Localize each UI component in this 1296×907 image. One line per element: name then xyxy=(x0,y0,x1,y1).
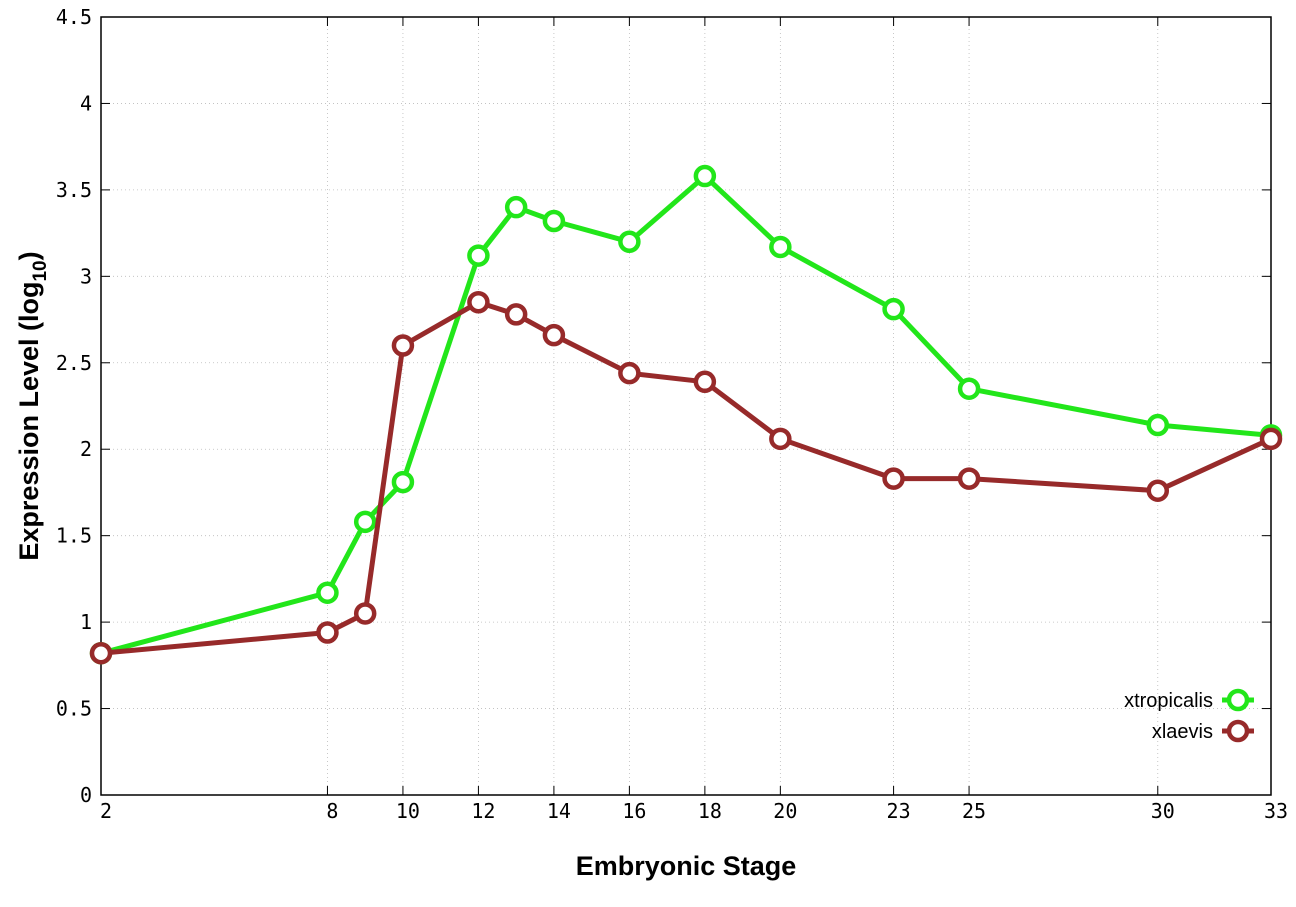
y-tick-label: 2.5 xyxy=(56,351,92,375)
data-point xyxy=(391,470,415,494)
data-point xyxy=(467,244,490,267)
y-tick-label: 4 xyxy=(80,91,92,115)
data-point xyxy=(1146,479,1170,502)
y-axis-title-close: ) xyxy=(14,251,44,260)
x-tick-label: 23 xyxy=(887,799,911,823)
x-tick-label: 20 xyxy=(773,799,797,823)
series-line xyxy=(100,173,1272,656)
y-tick-label: 1 xyxy=(80,610,92,634)
data-point xyxy=(542,209,566,233)
y-tick-label: 0 xyxy=(80,783,92,807)
data-point xyxy=(504,195,528,219)
y-tick-label: 1.5 xyxy=(56,524,92,548)
series-lines xyxy=(89,164,1283,665)
data-point xyxy=(504,303,528,326)
x-tick-label: 30 xyxy=(1151,799,1175,823)
data-point xyxy=(316,621,339,644)
data-point xyxy=(882,467,905,490)
data-point xyxy=(353,602,377,625)
legend-label: xlaevis xyxy=(1152,721,1213,743)
legend: xtropicalis xlaevis xyxy=(1124,688,1254,743)
legend-swatch-marker xyxy=(1226,688,1250,712)
y-axis-title-subscript: 10 xyxy=(30,260,51,281)
data-point xyxy=(769,427,792,451)
plot-frame xyxy=(100,16,1272,796)
x-tick-label: 33 xyxy=(1264,799,1288,823)
legend-swatch-marker xyxy=(1226,719,1250,743)
data-point xyxy=(391,334,415,357)
x-tick-label: 10 xyxy=(396,799,420,823)
y-tick-label: 2 xyxy=(80,437,92,461)
data-point xyxy=(769,235,792,259)
y-tick-label: 3.5 xyxy=(56,178,92,202)
series-xtropicalis xyxy=(89,164,1283,665)
grid-lines xyxy=(101,17,1271,795)
x-tick-label: 14 xyxy=(547,799,571,823)
data-point xyxy=(1259,427,1283,451)
x-tick-label: 16 xyxy=(622,799,646,823)
x-tick-label: 25 xyxy=(962,799,986,823)
data-point xyxy=(1146,413,1170,437)
series-line xyxy=(100,299,1273,656)
legend-label: xtropicalis xyxy=(1124,690,1213,712)
data-point xyxy=(618,361,641,385)
x-tick-label: 18 xyxy=(698,799,722,823)
data-point xyxy=(882,297,905,321)
x-axis-title: Embryonic Stage xyxy=(576,851,797,881)
data-point xyxy=(353,510,377,534)
x-tick-label: 8 xyxy=(326,799,338,823)
axis-ticks: 0 0.5 1 1.5 2 2.5 3 3.5 4 4.5 2 8 10 12 14 16 18 20 23 25 30… xyxy=(56,5,1288,823)
data-point xyxy=(542,323,566,347)
data-point xyxy=(618,230,641,254)
y-axis-title: Expression Level (log10) xyxy=(14,251,51,560)
data-point xyxy=(957,467,981,490)
x-tick-label: 2 xyxy=(100,799,112,823)
y-axis-title-main: Expression Level (log xyxy=(14,282,44,561)
data-point xyxy=(89,641,113,665)
data-point xyxy=(467,291,490,314)
data-point xyxy=(693,164,717,188)
data-point xyxy=(693,370,717,394)
y-tick-label: 0.5 xyxy=(56,697,92,721)
y-tick-label: 4.5 xyxy=(56,5,92,29)
y-tick-label: 3 xyxy=(80,264,92,288)
data-point xyxy=(957,377,981,400)
series-xlaevis xyxy=(89,291,1283,665)
data-point xyxy=(316,581,339,604)
x-tick-label: 12 xyxy=(471,799,495,823)
